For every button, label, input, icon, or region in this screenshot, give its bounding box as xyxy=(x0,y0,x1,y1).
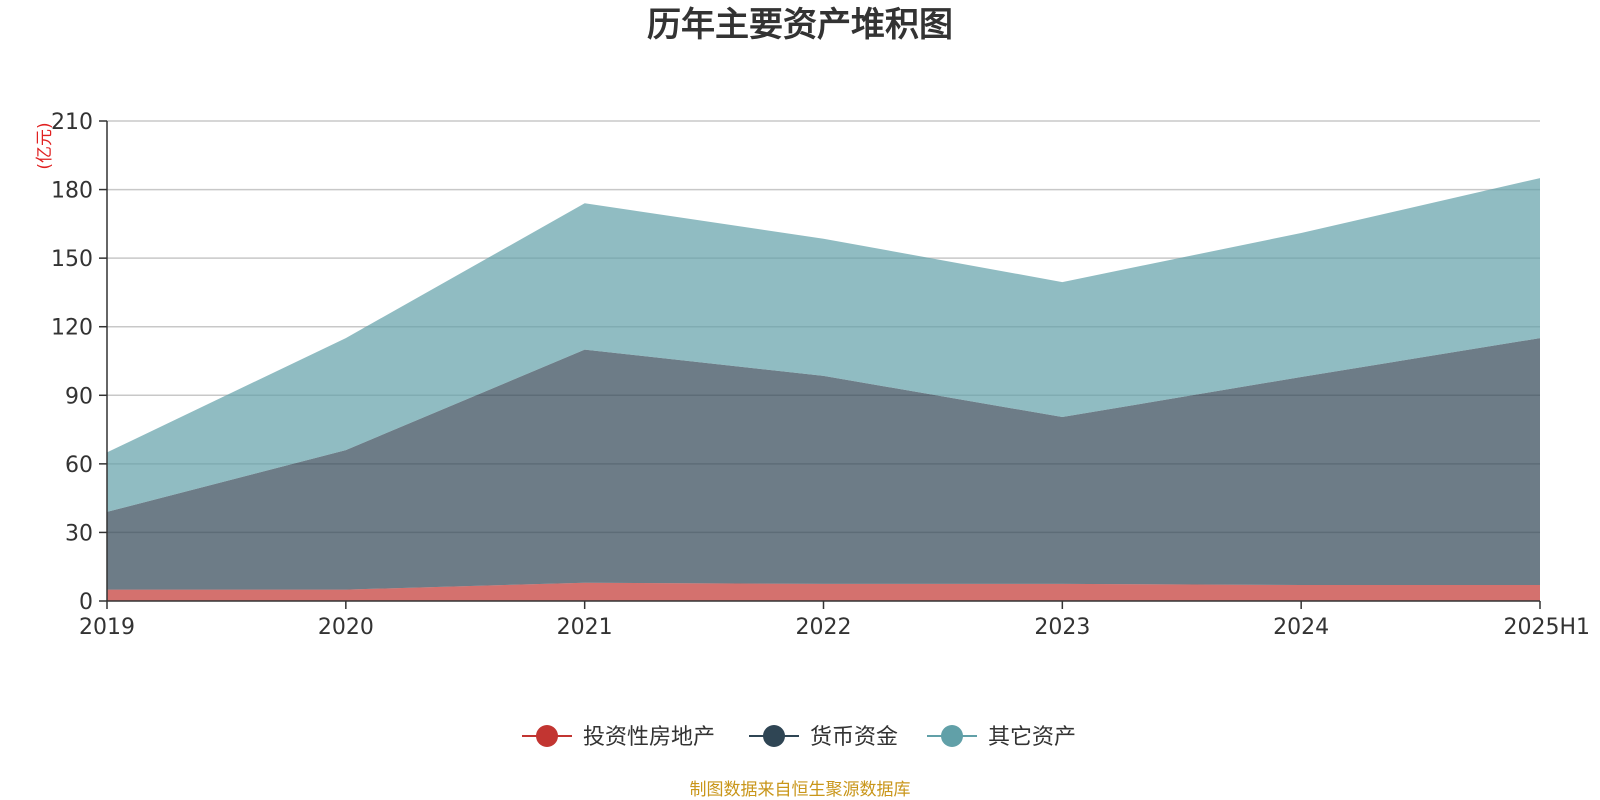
legend-label: 货币资金 xyxy=(810,725,898,750)
legend-marker xyxy=(536,725,558,747)
y-axis-unit: (亿元) xyxy=(35,122,55,169)
chart-title: 历年主要资产堆积图 xyxy=(647,5,953,45)
legend-marker xyxy=(763,725,785,747)
axes: 0 30 60 90 120 150 180 210 2019 2020 2021 2022 2023 2… xyxy=(51,110,1590,640)
x-tick-label: 2022 xyxy=(796,615,852,640)
y-tick-label: 30 xyxy=(65,521,93,546)
x-tick-label: 2020 xyxy=(318,615,374,640)
source-note: 制图数据来自恒生聚源数据库 xyxy=(690,780,911,800)
legend-marker xyxy=(941,725,963,747)
legend-item[interactable]: 投资性房地产 xyxy=(522,725,715,750)
legend-item[interactable]: 货币资金 xyxy=(749,725,898,750)
y-tick-label: 60 xyxy=(65,453,93,478)
x-tick-label: 2025H1 xyxy=(1503,615,1590,640)
legend-item[interactable]: 其它资产 xyxy=(927,725,1076,750)
y-tick-label: 0 xyxy=(79,590,93,615)
legend-label: 其它资产 xyxy=(988,725,1076,750)
x-tick-label: 2021 xyxy=(557,615,613,640)
legend: 投资性房地产 货币资金 其它资产 xyxy=(522,725,1076,750)
legend-label: 投资性房地产 xyxy=(583,725,715,750)
series-area xyxy=(107,582,1540,601)
series-area xyxy=(107,178,1540,512)
y-tick-label: 120 xyxy=(51,316,93,341)
stacked-areas xyxy=(107,178,1540,601)
y-tick-label: 90 xyxy=(65,384,93,409)
y-tick-label: 180 xyxy=(51,179,93,204)
x-tick-label: 2023 xyxy=(1034,615,1090,640)
x-tick-label: 2024 xyxy=(1273,615,1329,640)
series-area xyxy=(107,338,1540,590)
y-tick-label: 150 xyxy=(51,247,93,272)
y-tick-label: 210 xyxy=(51,110,93,135)
x-tick-label: 2019 xyxy=(79,615,135,640)
